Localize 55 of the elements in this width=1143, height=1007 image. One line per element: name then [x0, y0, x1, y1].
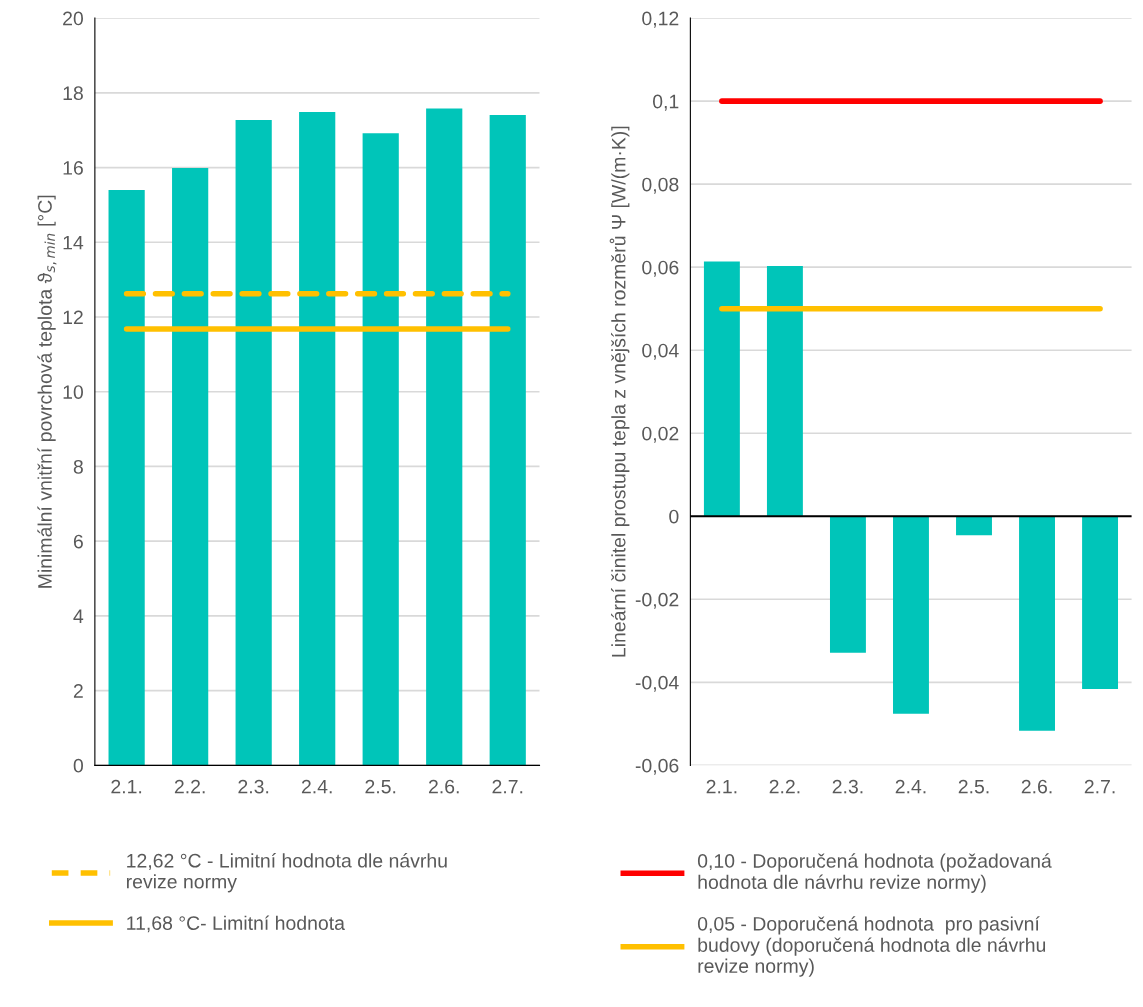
bar	[426, 108, 463, 766]
y-tick-label: 16	[63, 161, 83, 175]
legend-label: 0,05 - Doporučená hodnota pro pasivní budovy (doporučená hodnota dle návrhu revize normy)	[697, 916, 1046, 977]
y-tick-label: -0,02	[635, 592, 679, 609]
x-tick-label: 2.2.	[769, 779, 800, 794]
y-tick-label: -0,04	[635, 675, 679, 692]
x-tick-label: 2.1.	[111, 779, 142, 794]
y-tick-label: 0,02	[642, 426, 679, 443]
bar	[235, 120, 272, 766]
y-tick-label: 10	[63, 385, 83, 399]
x-tick-label: 2.3.	[832, 779, 863, 794]
x-tick-label: 2.1.	[706, 779, 737, 794]
x-tick-label: 2.7.	[492, 779, 523, 794]
x-tick-label: 2.4.	[895, 779, 926, 794]
bar	[766, 265, 803, 517]
bar	[829, 516, 866, 653]
x-tick-label: 2.6.	[1021, 779, 1052, 794]
y-tick-label: 0,06	[642, 260, 679, 277]
y-axis-title: Lineární činitel prostupu tepla z vnějších rozměrů Ψ [W/(m·K)]	[609, 126, 630, 657]
y-tick-label: 0,1	[652, 94, 679, 111]
x-tick-label: 2.3.	[238, 779, 269, 794]
legend-label: 11,68 °C- Limitní hodnota	[127, 915, 345, 933]
bar	[489, 114, 526, 766]
bar	[893, 516, 929, 714]
bar	[299, 111, 336, 766]
y-tick-label: -0,06	[635, 758, 679, 775]
x-tick-label: 2.5.	[365, 779, 396, 794]
y-tick-label: 12	[63, 310, 83, 325]
bar	[362, 133, 399, 766]
y-tick-label: 0	[73, 758, 83, 773]
legend-label: 12,62 °C - Limitní hodnota dle návrhu revize normy	[126, 853, 447, 893]
y-tick-label: 20	[63, 11, 83, 26]
y-tick-label: 18	[63, 86, 83, 101]
x-tick-label: 2.6.	[428, 779, 459, 794]
y-tick-label: 14	[63, 235, 84, 250]
bar	[956, 516, 992, 536]
y-axis-title: Minimální vnitřní povrchová teplota ϑ$_{s,min}$ [°C]	[37, 195, 57, 588]
x-tick-label: 2.4.	[301, 779, 332, 794]
bar	[703, 261, 740, 517]
y-tick-label: 8	[73, 459, 83, 474]
y-tick-label: 2	[73, 684, 83, 698]
bar	[108, 189, 145, 766]
y-tick-label: 6	[73, 534, 83, 549]
bar	[172, 167, 209, 766]
x-tick-label: 2.7.	[1084, 779, 1115, 794]
y-tick-label: 0	[669, 509, 679, 524]
y-tick-label: 0,04	[642, 343, 679, 360]
legend-label: 0,10 - Doporučená hodnota (požadovaná hodnota dle návrhu revize normy)	[697, 853, 1052, 893]
y-tick-label: 4	[73, 609, 84, 623]
y-tick-label: 0,12	[642, 11, 679, 28]
bar	[1019, 516, 1055, 731]
y-tick-label: 0,08	[642, 177, 679, 194]
bar	[1082, 516, 1119, 689]
x-tick-label: 2.2.	[174, 779, 205, 794]
x-tick-label: 2.5.	[958, 779, 989, 794]
